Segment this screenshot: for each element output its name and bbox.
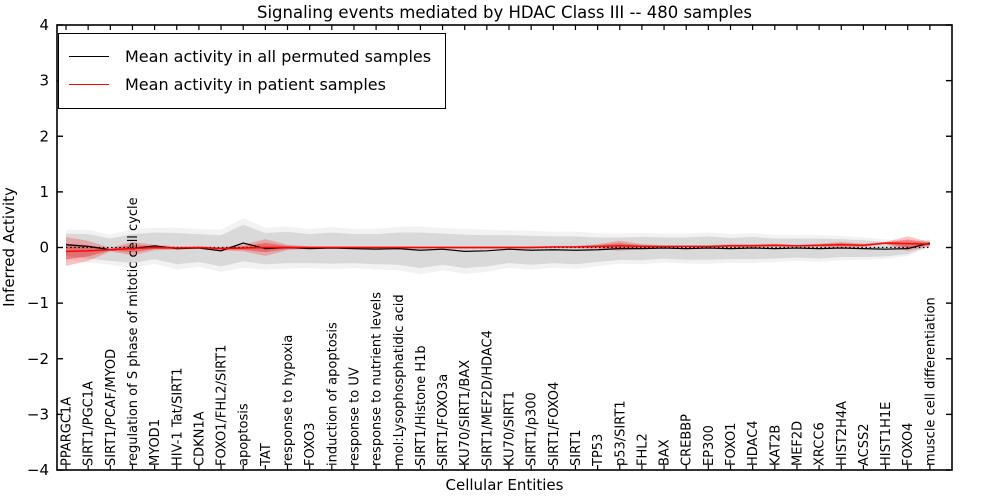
x-tick-label: apoptosis xyxy=(237,403,252,466)
patient-band xyxy=(66,236,930,266)
x-tick-label: TAT xyxy=(259,443,274,467)
x-tick-label: response to UV xyxy=(347,367,362,466)
x-tick-label: HIST1H1E xyxy=(879,402,894,466)
x-tick-label: SIRT1 xyxy=(569,430,584,466)
y-tick-label: 3 xyxy=(39,72,49,90)
y-tick-label: −3 xyxy=(27,405,49,423)
x-tick-label: muscle cell differentiation xyxy=(923,297,938,466)
chart-title: Signaling events mediated by HDAC Class … xyxy=(256,3,753,22)
x-tick-label: ACSS2 xyxy=(857,423,872,466)
legend-entry-patient: Mean activity in patient samples xyxy=(69,70,431,98)
patient-line-swatch xyxy=(69,83,109,85)
permuted-band-outer xyxy=(66,218,930,275)
x-tick-label: SIRT1/p300 xyxy=(525,392,540,466)
x-tick-label: SIRT1/Histone H1b xyxy=(414,345,429,466)
x-tick-label: SIRT1/MEF2D/HDAC4 xyxy=(480,330,495,466)
x-tick-label: FOXO3 xyxy=(303,423,318,466)
permuted-line-swatch xyxy=(69,55,109,57)
x-tick-label: EP300 xyxy=(702,425,717,466)
y-tick-label: −1 xyxy=(27,294,49,312)
x-tick-label: KAT2B xyxy=(768,425,783,466)
x-tick-label: HIV-1 Tat/SIRT1 xyxy=(170,368,185,466)
patient-band-core xyxy=(66,239,930,260)
permuted-band xyxy=(66,224,930,269)
x-tick-label: CDKN1A xyxy=(192,411,207,466)
y-axis-label: Inferred Activity xyxy=(0,187,18,307)
x-tick-label: mol:Lysophosphatidic acid xyxy=(392,294,407,466)
x-tick-label: PPARGC1A xyxy=(60,397,75,466)
x-tick-label: SIRT1/FOXO3a xyxy=(436,374,451,466)
y-tick-label: −4 xyxy=(27,461,49,479)
x-tick-label: MEF2D xyxy=(790,421,805,466)
legend-label-permuted: Mean activity in all permuted samples xyxy=(125,46,432,66)
x-tick-label: KU70/SIRT1 xyxy=(503,391,518,466)
permuted-mean-line xyxy=(65,242,930,252)
x-tick-label: SIRT1/FOXO4 xyxy=(547,382,562,466)
y-tick-label: 1 xyxy=(39,183,49,201)
x-tick-label: TP53 xyxy=(591,434,606,467)
x-tick-label: response to hypoxia xyxy=(281,335,296,466)
x-tick-label: HIST2H4A xyxy=(835,401,850,466)
x-axis-label: Cellular Entities xyxy=(445,476,564,494)
x-tick-label: XRCC6 xyxy=(813,422,828,466)
x-tick-label: FHL2 xyxy=(635,433,650,466)
x-tick-label: BAX xyxy=(658,439,673,466)
x-tick-label: SIRT1/PCAF/MYOD xyxy=(104,349,119,466)
legend-box: Mean activity in all permuted samples Me… xyxy=(58,33,447,109)
x-tick-label: FOXO4 xyxy=(901,423,916,466)
legend-label-patient: Mean activity in patient samples xyxy=(125,74,386,94)
x-tick-label: p53/SIRT1 xyxy=(613,400,628,466)
x-tick-label: KU70/SIRT1/BAX xyxy=(458,360,473,466)
x-tick-label: MYOD1 xyxy=(148,419,163,466)
y-tick-label: 2 xyxy=(39,127,49,145)
y-tick-label: 0 xyxy=(39,239,49,257)
x-tick-label: FOXO1/FHL2/SIRT1 xyxy=(215,345,230,466)
patient-mean-line xyxy=(65,242,930,253)
x-tick-label: induction of apoptosis xyxy=(325,322,340,466)
x-tick-label: response to nutrient levels xyxy=(370,292,385,466)
y-tick-label: −2 xyxy=(27,350,49,368)
x-tick-label: SIRT1/PGC1A xyxy=(82,381,97,466)
x-tick-label: CREBBP xyxy=(680,414,695,466)
x-tick-label: HDAC4 xyxy=(746,420,761,466)
x-tick-label: FOXO1 xyxy=(724,423,739,466)
x-tick-label: regulation of S phase of mitotic cell cy… xyxy=(126,197,141,466)
y-tick-label: 4 xyxy=(39,16,49,34)
legend-entry-permuted: Mean activity in all permuted samples xyxy=(69,42,431,70)
